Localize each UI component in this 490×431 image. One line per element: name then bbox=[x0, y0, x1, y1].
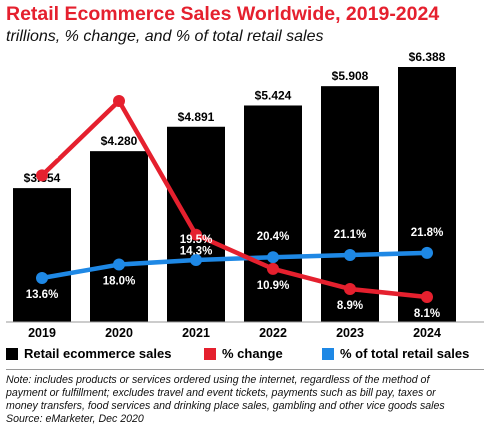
pct-change-line-marker bbox=[113, 95, 125, 108]
bar-value-label: $5.908 bbox=[332, 69, 369, 83]
bar-value-label: $5.424 bbox=[255, 88, 292, 102]
legend: Retail ecommerce sales % change % of tot… bbox=[6, 346, 484, 362]
pct-total-line bbox=[41, 250, 428, 281]
legend-item-sales: Retail ecommerce sales bbox=[6, 346, 171, 361]
legend-item-total: % of total retail sales bbox=[322, 346, 469, 361]
legend-swatch-total bbox=[322, 347, 334, 360]
legend-label-sales: Retail ecommerce sales bbox=[24, 346, 172, 361]
x-tick-label: 2023 bbox=[336, 326, 364, 340]
pct-change-line bbox=[40, 98, 428, 300]
legend-label-total: % of total retail sales bbox=[340, 346, 470, 361]
bar bbox=[13, 188, 71, 322]
pct-change-line-marker bbox=[344, 282, 356, 295]
pct-change-line-marker bbox=[421, 291, 433, 303]
pct-total-label: 21.1% bbox=[334, 229, 367, 241]
footnote-divider bbox=[6, 369, 484, 370]
bar-value-label: $4.280 bbox=[101, 134, 138, 148]
pct-change-line-marker bbox=[36, 169, 48, 182]
x-tick-label: 2022 bbox=[259, 326, 287, 340]
legend-label-change: % change bbox=[222, 346, 283, 361]
chart-title: Retail Ecommerce Sales Worldwide, 2019-2… bbox=[6, 3, 440, 25]
pct-change-label: 14.3% bbox=[180, 246, 213, 258]
pct-total-line-marker bbox=[421, 246, 433, 259]
chart-area: $3.354$4.280$4.891$5.424$5.908$6.3882019… bbox=[6, 50, 484, 340]
pct-change-label: 20.2% bbox=[26, 149, 59, 161]
bar bbox=[90, 151, 148, 322]
pct-total-label: 18.0% bbox=[103, 276, 136, 288]
pct-change-label: 10.9% bbox=[257, 280, 290, 292]
legend-swatch-sales bbox=[6, 347, 18, 360]
pct-change-line-marker bbox=[267, 262, 279, 275]
footnote-line: Note: includes products or services orde… bbox=[6, 374, 430, 386]
pct-change-label: 8.9% bbox=[337, 300, 363, 312]
pct-total-label: 20.4% bbox=[257, 231, 290, 243]
chart-subtitle: trillions, % change, and % of total reta… bbox=[6, 28, 324, 45]
bar-value-label: $6.388 bbox=[409, 50, 446, 64]
pct-total-line-marker bbox=[36, 272, 48, 284]
bar-value-label: $4.891 bbox=[178, 110, 215, 124]
pct-change-label: 27.6% bbox=[103, 75, 136, 87]
pct-total-line-marker bbox=[113, 258, 125, 271]
x-tick-label: 2024 bbox=[413, 326, 441, 340]
pct-change-line-marker bbox=[190, 228, 202, 241]
x-tick-label: 2021 bbox=[182, 326, 210, 340]
pct-total-line-marker bbox=[190, 253, 202, 266]
pct-total-label: 21.8% bbox=[411, 227, 444, 239]
bar bbox=[167, 126, 225, 322]
pct-total-label: 13.6% bbox=[26, 289, 59, 301]
pct-change-label: 8.1% bbox=[414, 308, 440, 320]
x-tick-label: 2019 bbox=[28, 326, 56, 340]
bar bbox=[244, 105, 302, 322]
legend-item-change: % change bbox=[204, 346, 283, 361]
footnote: Note: includes products or services orde… bbox=[6, 374, 486, 426]
footnote-line: money transfers, food services and drink… bbox=[6, 400, 445, 412]
x-tick-label: 2020 bbox=[105, 326, 133, 340]
footnote-line: payment or fulfillment; excludes travel … bbox=[6, 387, 436, 399]
pct-total-line-marker bbox=[344, 249, 356, 262]
pct-total-line-marker bbox=[267, 251, 279, 264]
footnote-source: Source: eMarketer, Dec 2020 bbox=[6, 413, 144, 425]
bar bbox=[398, 67, 456, 322]
pct-total-label: 19.5% bbox=[180, 234, 213, 246]
legend-swatch-change bbox=[204, 347, 216, 360]
